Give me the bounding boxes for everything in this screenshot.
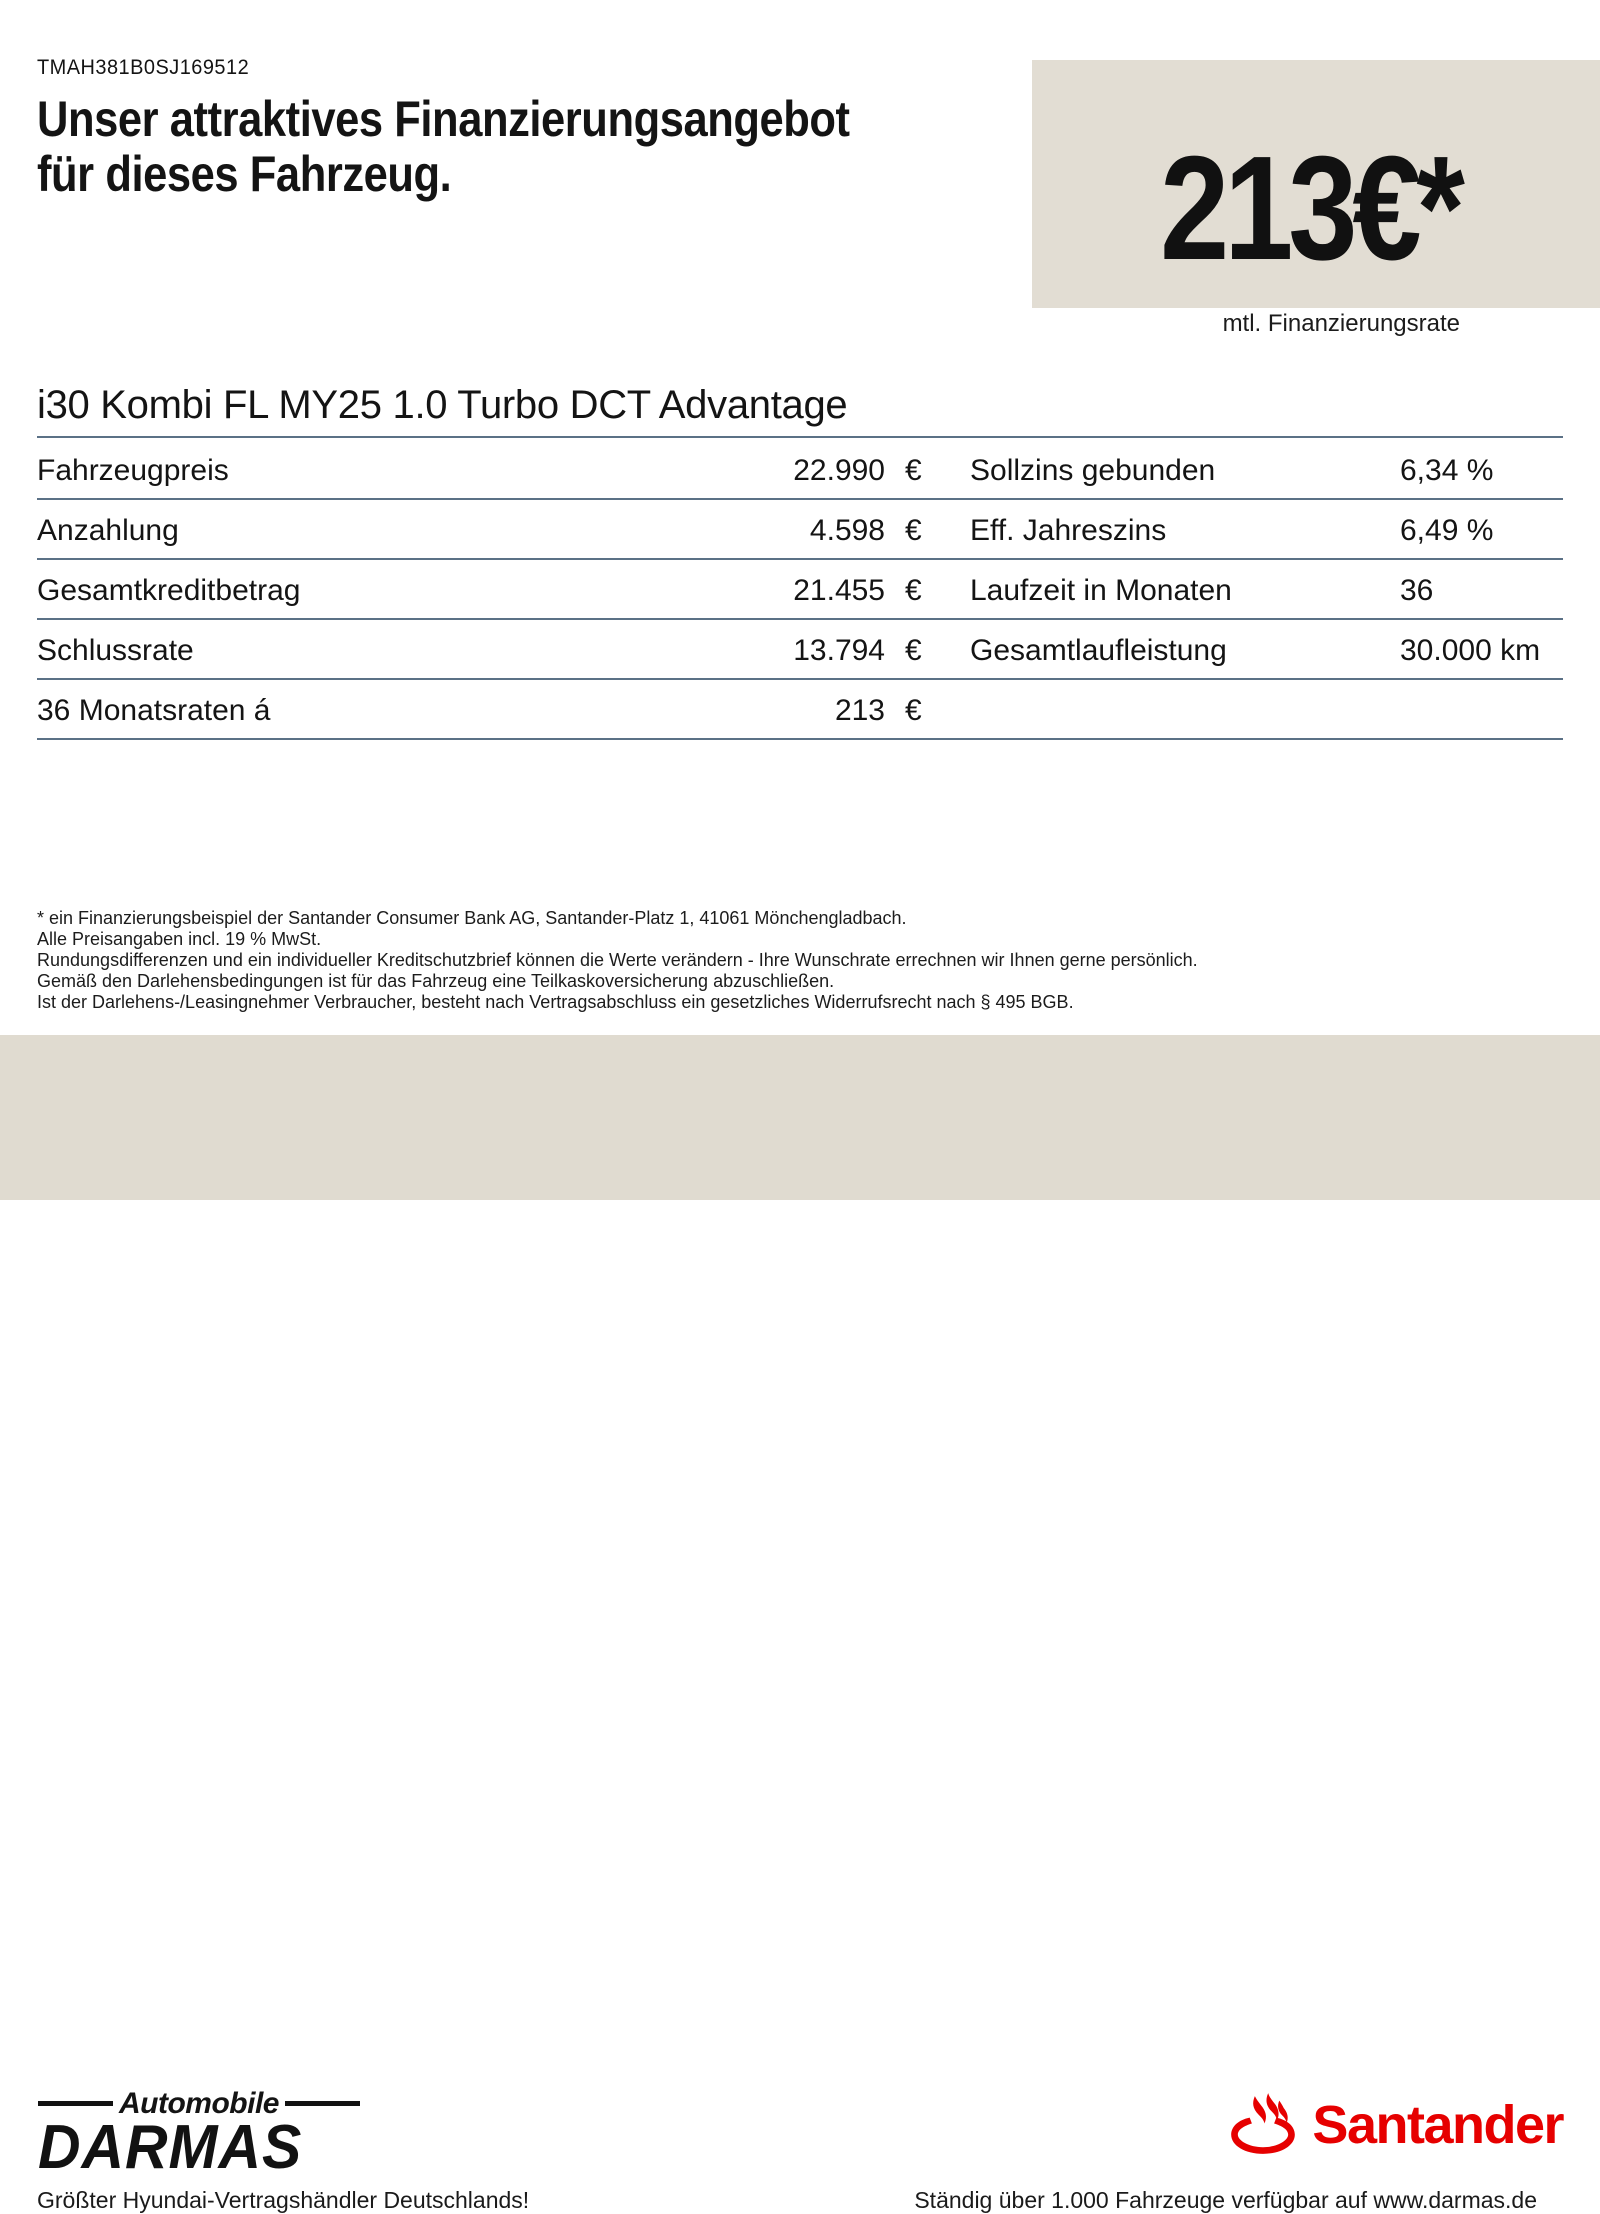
row-label: Schlussrate — [37, 634, 194, 667]
disclaimer-line: Alle Preisangaben incl. 19 % MwSt. — [37, 929, 322, 949]
santander-wordmark: Santander — [1312, 2095, 1564, 2155]
table-row: 36 Monatsraten á 213 € — [37, 678, 1563, 740]
row-value: 22.990 — [793, 454, 885, 487]
santander-flame-icon — [1231, 2093, 1296, 2154]
disclaimer-line: * ein Finanzierungsbeispiel der Santande… — [37, 908, 907, 928]
monthly-rate-value: 213€* — [1160, 126, 1465, 291]
dealer-logo-darmas: DARMAS — [38, 2113, 303, 2182]
row-label: Laufzeit in Monaten — [970, 574, 1232, 607]
row-unit: € — [905, 634, 922, 667]
row-value: 36 — [1400, 574, 1434, 607]
disclaimer-line: Ist der Darlehens-/Leasingnehmer Verbrau… — [37, 992, 1074, 1012]
monthly-rate-box: 213€* mtl. Finanzierungsrate — [1032, 60, 1600, 337]
row-label: Sollzins gebunden — [970, 454, 1216, 487]
dealer-logo-automobile: Automobile — [119, 2087, 280, 2120]
row-value: 6,49 % — [1400, 514, 1494, 547]
disclaimer-line: Gemäß den Darlehensbedingungen ist für d… — [37, 971, 835, 991]
logo-dash-left — [38, 2100, 113, 2106]
monthly-rate-caption: mtl. Finanzierungsrate — [1222, 310, 1460, 337]
logo-dash-right — [285, 2100, 360, 2106]
vin-number: TMAH381B0SJ169512 — [37, 56, 250, 79]
row-unit: € — [905, 574, 922, 607]
disclaimer-line: Rundungsdifferenzen und ein individuelle… — [37, 950, 1198, 970]
availability-text: Ständig über 1.000 Fahrzeuge verfügbar a… — [914, 2187, 1537, 2213]
table-row: Anzahlung 4.598 € Eff. Jahreszins 6,49 % — [37, 498, 1563, 560]
table-row: Gesamtkreditbetrag 21.455 € Laufzeit in … — [37, 558, 1563, 620]
row-value: 21.455 — [793, 574, 885, 607]
row-value: 213 — [834, 694, 885, 727]
santander-logo: Santander — [1226, 2091, 1564, 2159]
row-label: Fahrzeugpreis — [37, 454, 229, 487]
row-label: Anzahlung — [37, 514, 179, 547]
row-label: Eff. Jahreszins — [970, 514, 1167, 547]
row-value: 4.598 — [809, 514, 885, 547]
row-unit: € — [905, 514, 922, 547]
row-value: 13.794 — [793, 634, 885, 667]
headline-line-2: für dieses Fahrzeug. — [37, 146, 452, 202]
disclaimer-block: * ein Finanzierungsbeispiel der Santande… — [37, 908, 1198, 1013]
table-row: Schlussrate 13.794 € Gesamtlaufleistung … — [37, 618, 1563, 680]
row-label: Gesamtlaufleistung — [970, 634, 1227, 667]
dealer-logo: Automobile DARMAS — [38, 2087, 360, 2182]
table-row: Fahrzeugpreis 22.990 € Sollzins gebunden… — [37, 438, 1563, 500]
financing-offer-sheet: { "document": { "vin": "TMAH381B0SJ16951… — [0, 56, 1600, 2213]
dealer-logo-top: Automobile — [38, 2087, 360, 2120]
row-value: 30.000 km — [1400, 634, 1541, 667]
dealer-claim: Größter Hyundai-Vertragshändler Deutschl… — [37, 2187, 530, 2213]
title-underline — [37, 436, 1563, 438]
vehicle-title: i30 Kombi FL MY25 1.0 Turbo DCT Advantag… — [37, 383, 848, 427]
row-value: 6,34 % — [1400, 454, 1494, 487]
row-label: 36 Monatsraten á — [37, 694, 271, 727]
headline-line-1: Unser attraktives Finanzierungsangebot — [37, 91, 850, 147]
row-label: Gesamtkreditbetrag — [37, 574, 301, 607]
page-title: Unser attraktives Finanzierungsangebot f… — [37, 92, 850, 202]
row-unit: € — [905, 694, 922, 727]
footer-band: Automobile DARMAS Santander Größter Hyun… — [0, 1035, 1600, 2213]
row-unit: € — [905, 454, 922, 487]
